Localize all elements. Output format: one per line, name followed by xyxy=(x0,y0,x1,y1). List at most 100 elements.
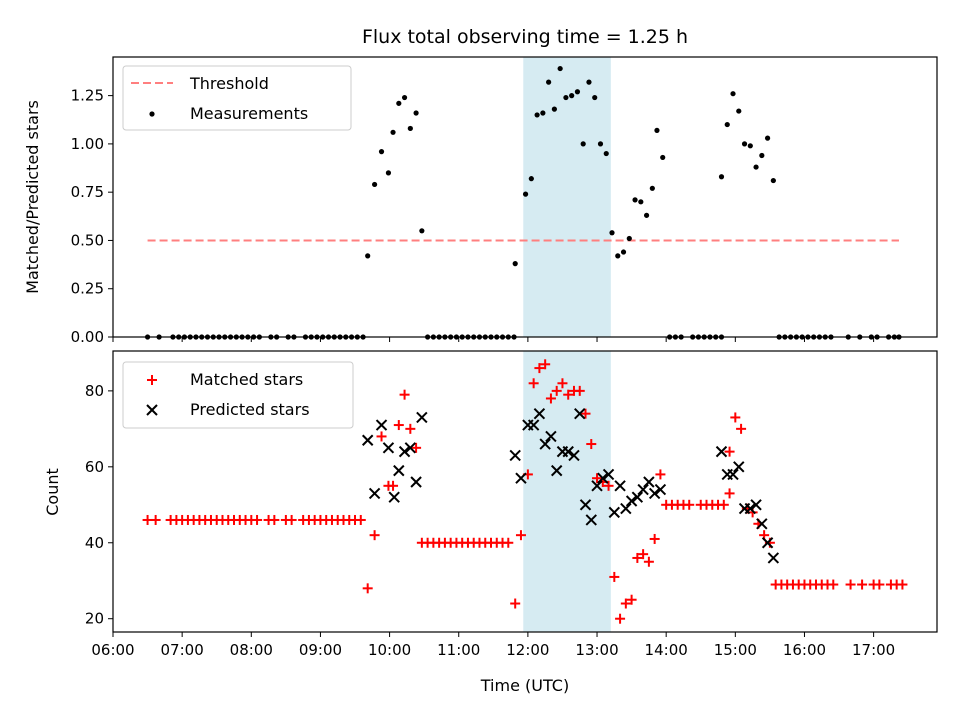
predicted-star-point xyxy=(727,468,739,481)
predicted-star-point xyxy=(361,434,374,446)
matched-star-point xyxy=(638,549,649,560)
bottom-y-axis: 20 40 60 80 xyxy=(85,382,113,628)
measurement-point xyxy=(413,110,419,116)
matched-star-point xyxy=(150,514,161,525)
predicted-star-point xyxy=(643,476,655,488)
matched-star-point xyxy=(563,389,574,400)
matched-star-point xyxy=(545,393,556,404)
predicted-star-point xyxy=(625,495,638,507)
bottom-panel: 20 40 60 80 06:00 07:00 08:00 09:00 10:00 11:00 1… xyxy=(43,350,938,695)
x-tick-label: 14:00 xyxy=(645,641,688,659)
predicted-star-point xyxy=(648,487,661,500)
predicted-star-point-b xyxy=(509,449,521,462)
predicted-star-point-b xyxy=(614,480,626,492)
measurement-point xyxy=(747,143,753,149)
predicted-star-point-b xyxy=(608,506,621,519)
predicted-star-point-b xyxy=(562,445,574,458)
measurement-point xyxy=(522,191,529,197)
matched-star-point xyxy=(551,385,562,396)
x-tick-label: 11:00 xyxy=(437,641,480,659)
legend-predicted-marker xyxy=(146,404,158,416)
measurement-point xyxy=(419,228,425,234)
top-x-axis xyxy=(112,337,875,342)
measurement-point xyxy=(592,94,598,101)
matched-star-point xyxy=(592,473,603,484)
matched-star-point xyxy=(503,537,514,548)
measurement-point xyxy=(580,141,586,147)
bottom-legend: Matched stars Predicted stars xyxy=(122,361,354,429)
predicted-star-point-b xyxy=(727,468,739,481)
predicted-star-point-b xyxy=(568,449,580,462)
legend-matched-swatch xyxy=(147,375,157,385)
legend-predicted-marker-b xyxy=(146,404,158,416)
matched-star-point xyxy=(393,420,404,431)
matched-star-point xyxy=(510,598,521,609)
measurement-point xyxy=(378,149,385,155)
measurement-point xyxy=(597,141,604,147)
predicted-star-point-b xyxy=(361,434,374,446)
measurement-point xyxy=(626,235,632,242)
measurement-point xyxy=(638,199,644,205)
predicted-star-point-b xyxy=(620,502,632,515)
y-tick-label: 0.50 xyxy=(71,231,104,249)
y-tick-label: 1.25 xyxy=(71,87,104,105)
matched-star-point xyxy=(574,385,585,396)
predicted-star-point xyxy=(602,468,615,481)
predicted-star-point xyxy=(579,499,592,511)
predicted-star-point xyxy=(509,449,521,462)
x-tick-label: 07:00 xyxy=(161,641,204,659)
matched-star-point xyxy=(355,514,366,525)
matched-star-point xyxy=(857,579,868,590)
matched-star-point xyxy=(684,499,695,510)
bottom-legend-box xyxy=(122,361,354,429)
x-tick-label: 13:00 xyxy=(575,641,618,659)
predicted-star-point-b xyxy=(585,514,597,526)
matched-star-point xyxy=(632,552,643,563)
y-tick-label: 80 xyxy=(85,382,104,400)
y-tick-label: 0.00 xyxy=(71,328,104,346)
measurement-point xyxy=(586,79,592,85)
x-tick-label: 12:00 xyxy=(506,641,549,659)
measurement-point xyxy=(649,185,655,191)
matched-star-point xyxy=(411,442,422,453)
predicted-star-point-b xyxy=(733,461,745,473)
top-shaded-interval xyxy=(523,57,611,337)
x-tick-label: 16:00 xyxy=(783,641,826,659)
top-series-layer xyxy=(144,65,902,340)
predicted-star-point-b xyxy=(761,537,774,549)
matched-star-point xyxy=(643,556,654,567)
predicted-star-point-b xyxy=(715,445,728,458)
matched-star-point xyxy=(730,412,741,423)
measurement-point xyxy=(724,121,730,128)
matched-star-point xyxy=(557,378,568,389)
measurement-point xyxy=(654,127,660,133)
matched-star-point xyxy=(620,598,631,609)
predicted-star-point-b xyxy=(393,464,405,477)
measurement-point xyxy=(615,253,621,259)
predicted-star-point xyxy=(574,407,586,420)
predicted-star-point-b xyxy=(550,464,563,477)
measurement-point xyxy=(563,94,569,101)
predicted-star-point xyxy=(750,499,762,511)
predicted-star-point-b xyxy=(654,483,667,496)
matched-star-point xyxy=(845,579,856,590)
predicted-star-point xyxy=(562,445,574,458)
bottom-shaded-interval xyxy=(523,351,611,632)
measurement-point xyxy=(643,212,650,218)
measurement-point xyxy=(551,106,557,112)
legend-predicted-label: Predicted stars xyxy=(190,400,310,419)
measurement-point xyxy=(390,129,396,135)
predicted-star-point-b xyxy=(533,407,546,420)
predicted-star-point-b xyxy=(410,476,422,488)
predicted-star-point-b xyxy=(398,445,411,458)
predicted-star-point-b xyxy=(750,499,762,511)
predicted-star-point xyxy=(715,445,728,458)
matched-star-point xyxy=(515,530,526,541)
measurement-point xyxy=(512,261,518,267)
top-legend-box xyxy=(122,65,352,131)
predicted-star-point xyxy=(416,411,428,424)
measurement-point xyxy=(401,94,408,101)
bottom-x-axis: 06:00 07:00 08:00 09:00 10:00 11:00 12:00 13:00… xyxy=(91,632,895,659)
measurement-point xyxy=(385,170,392,176)
predicted-star-point-b xyxy=(625,495,638,507)
